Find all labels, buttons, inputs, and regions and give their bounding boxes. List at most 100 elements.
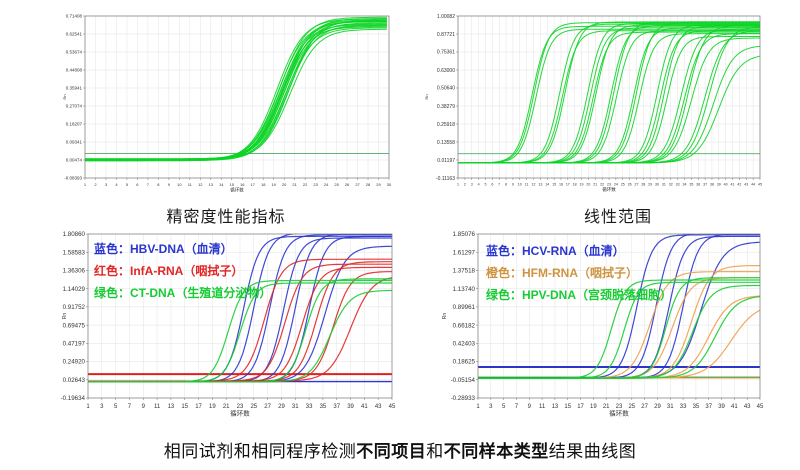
svg-text:42: 42 [737,183,741,187]
svg-text:33: 33 [306,404,313,410]
svg-text:0.13558: 0.13558 [437,140,455,146]
svg-text:44: 44 [751,183,755,187]
gridlines [477,233,761,399]
svg-text:0.27074: 0.27074 [66,104,83,109]
svg-text:33: 33 [680,404,687,410]
curves [88,234,392,383]
svg-text:0.18207: 0.18207 [66,122,83,127]
svg-text:3: 3 [489,404,493,410]
linear-range-plot: 1 2 3 4 5 6 7 8 9 10 11 12 13 14 15 16 17 18 19 20 21 22 23 24 2… [424,14,762,193]
svg-text:0.02643: 0.02643 [63,377,86,384]
svg-text:26: 26 [628,183,632,187]
svg-text:4: 4 [115,182,118,187]
svg-text:16: 16 [240,182,245,187]
svg-text:40: 40 [724,183,728,187]
svg-text:38: 38 [710,183,714,187]
svg-text:1.37518: 1.37518 [453,268,476,275]
svg-text:19: 19 [209,404,216,410]
svg-text:13: 13 [538,183,542,187]
svg-text:29: 29 [278,404,285,410]
svg-text:37: 37 [705,404,712,410]
svg-text:11: 11 [154,404,161,410]
svg-text:23: 23 [237,404,244,410]
svg-text:26: 26 [345,182,350,187]
svg-text:30: 30 [387,182,392,187]
svg-text:0.35941: 0.35941 [66,86,83,91]
svg-text:37: 37 [703,183,707,187]
svg-text:0.09341: 0.09341 [66,140,83,145]
legend-item: 蓝色：HBV-DNA（血清） [94,242,233,256]
y-axis-label: Rn [62,313,68,320]
svg-text:0.50640: 0.50640 [437,86,455,92]
svg-text:19: 19 [580,183,584,187]
x-axis-label: 循环数 [602,186,616,193]
svg-text:4: 4 [478,183,480,187]
svg-text:9: 9 [142,404,146,410]
svg-text:0.00474: 0.00474 [66,158,83,163]
svg-text:21: 21 [292,182,297,187]
precision-plot: 1 2 3 4 5 6 7 8 9 10 11 12 13 14 15 16 17 18 19 20 21 22 23 24 2… [62,14,392,194]
svg-text:0.24920: 0.24920 [63,359,86,366]
svg-text:1: 1 [86,404,90,410]
svg-text:1.14029: 1.14029 [63,286,86,293]
caption-precision: 精密度性能指标 [166,209,286,226]
svg-text:35: 35 [320,404,327,410]
x-axis-label: 循环数 [609,409,629,418]
svg-text:17: 17 [577,404,584,410]
svg-text:20: 20 [586,183,590,187]
amplification-curve [88,277,392,382]
svg-text:19: 19 [271,182,276,187]
different-targets-chart: 蓝色：HBV-DNA（血清） 红色：InfA-RNA（咽拭子） 绿色：CT-DNA（… [58,228,398,424]
svg-text:1.13740: 1.13740 [453,286,476,293]
svg-text:19: 19 [590,404,597,410]
svg-text:29: 29 [376,182,381,187]
amplification-curve [88,289,392,383]
svg-text:25: 25 [628,404,635,410]
svg-text:14: 14 [219,182,224,187]
svg-text:16: 16 [559,183,563,187]
y-axis-ticks: 0.71408 0.62541 0.53674 0.44808 0.35941 0.270… [64,14,85,181]
different-samples-chart: 蓝色：HCV-RNA（血清） 橙色：HFM-RNA（咽拭子） 绿色：HPV-DNA（… [438,228,768,424]
x-axis-ticks: 1 2 3 4 5 6 7 8 9 10 11 12 13 14 15 16 17 18 19 20 21 22 23 24 2… [457,178,762,187]
svg-text:2: 2 [94,182,97,187]
different-samples-plot: 1 3 5 7 9 11 13 15 17 19 21 23 25 27 29 31 33 35 37 39 41 43 4… [442,231,764,418]
different-targets-plot: 1 3 5 7 9 11 13 15 17 19 21 23 25 27 29 31 33 35 37 39 41 43 4… [61,231,396,417]
amplification-curve [478,296,760,379]
svg-text:27: 27 [641,404,648,410]
svg-text:0.53674: 0.53674 [66,50,83,55]
y-axis-ticks: 1.00082 0.87721 0.75361 0.63000 0.50640 0.382… [436,14,458,182]
svg-text:13: 13 [552,404,559,410]
svg-text:25: 25 [621,183,625,187]
svg-text:28: 28 [641,183,645,187]
y-axis-label: Rn [424,94,429,99]
svg-text:1.36306: 1.36306 [63,268,86,275]
svg-text:20: 20 [282,182,287,187]
legend-item: 红色：InfA-RNA（咽拭子） [94,264,244,278]
precision-chart: 1 2 3 4 5 6 7 8 9 10 11 12 13 14 15 16 17 18 19 20 21 22 23 24 2… [58,8,394,200]
svg-text:6: 6 [491,183,493,187]
svg-text:37: 37 [333,404,340,410]
svg-text:0.71408: 0.71408 [66,14,83,19]
svg-text:41: 41 [731,183,735,187]
svg-text:3: 3 [100,404,104,410]
curves [85,16,389,162]
svg-text:31: 31 [292,404,299,410]
svg-text:21: 21 [223,404,230,410]
curves [478,234,760,379]
svg-text:0.87721: 0.87721 [437,32,455,38]
svg-text:-0.28933: -0.28933 [451,395,476,402]
svg-text:31: 31 [667,404,674,410]
svg-text:10: 10 [177,182,182,187]
svg-text:8: 8 [505,183,507,187]
svg-text:0.89961: 0.89961 [453,304,476,311]
svg-text:2: 2 [464,183,466,187]
svg-text:14: 14 [545,183,549,187]
svg-text:25: 25 [334,182,339,187]
svg-text:1.00082: 1.00082 [437,14,455,20]
x-axis-ticks: 1 2 3 4 5 6 7 8 9 10 11 12 13 14 15 16 17 18 19 20 21 22 23 24 2… [84,178,392,187]
svg-text:11: 11 [188,182,193,187]
svg-text:1.80860: 1.80860 [63,231,86,238]
svg-text:5: 5 [114,404,118,410]
svg-text:23: 23 [607,183,611,187]
